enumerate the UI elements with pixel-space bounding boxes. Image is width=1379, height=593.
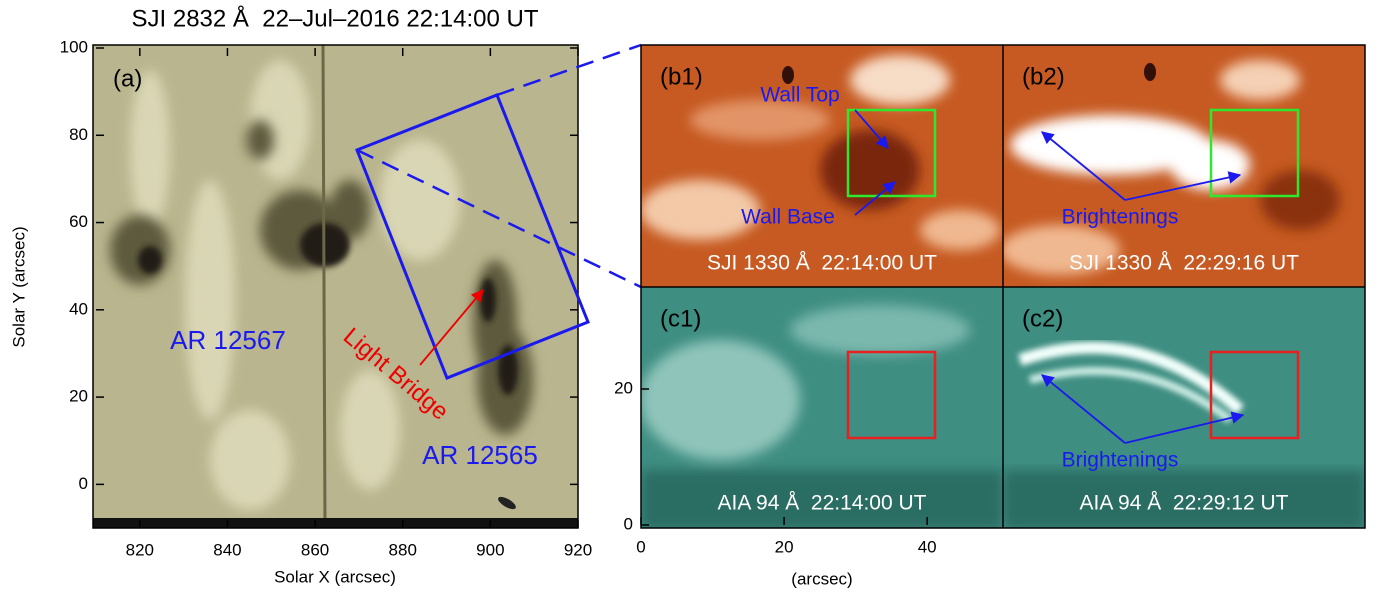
annotation: Wall Base [741, 206, 835, 229]
panel-label: (a) [113, 65, 142, 92]
zoom-line [496, 43, 642, 97]
region-label: AR 12565 [422, 440, 538, 470]
panel-frames [640, 44, 1366, 529]
zoom-box [355, 93, 590, 380]
x-tick-label: 880 [389, 540, 417, 559]
roi-boxes [846, 108, 1300, 440]
caption: AIA 94 Å 22:29:12 UT [1080, 492, 1289, 515]
panel-label: (b1) [660, 63, 703, 90]
panel-label: (c1) [660, 305, 701, 332]
y-tick-label: 80 [69, 125, 88, 144]
x-tick-label: 920 [564, 540, 592, 559]
y-tick-label: 0 [624, 514, 633, 533]
image-b2 [1003, 45, 1365, 287]
x-label: (arcsec) [791, 569, 852, 588]
y-tick-label: 20 [69, 387, 88, 406]
y-tick-label: 60 [69, 212, 88, 231]
panel-label: (b2) [1022, 63, 1065, 90]
image-b1 [641, 45, 1003, 287]
x-tick-label: 0 [636, 537, 645, 556]
y-tick-label: 100 [60, 37, 88, 56]
caption: SJI 1330 Å 22:29:16 UT [1069, 252, 1299, 275]
x-tick-label: 840 [213, 540, 241, 559]
y-label: Solar Y (arcsec) [9, 226, 28, 347]
frame-a [92, 44, 579, 529]
annotation: Brightenings [1062, 449, 1179, 472]
x-tick-label: 860 [301, 540, 329, 559]
x-tick-label: 820 [126, 540, 154, 559]
y-tick-label: 20 [614, 378, 633, 397]
panel-label: (c2) [1022, 305, 1063, 332]
caption: AIA 94 Å 22:14:00 UT [718, 492, 927, 515]
title: SJI 2832 Å 22–Jul–2016 22:14:00 UT [132, 4, 539, 32]
x-tick-label: 900 [476, 540, 504, 559]
x-label: Solar X (arcsec) [274, 567, 396, 586]
y-tick-label: 0 [79, 474, 88, 493]
image-c1 [641, 287, 1003, 528]
x-tick-label: 40 [918, 537, 937, 556]
image-c2 [1003, 287, 1365, 528]
region-label: AR 12567 [170, 325, 286, 355]
annotation: Wall Top [760, 84, 839, 107]
x-tick-label: 20 [775, 537, 794, 556]
caption: SJI 1330 Å 22:14:00 UT [707, 252, 937, 275]
arrow [419, 289, 484, 366]
arrows [854, 109, 1245, 444]
y-tick-label: 40 [69, 299, 88, 318]
zoom-line [356, 148, 642, 289]
annotation: Brightenings [1062, 206, 1179, 229]
image-a [93, 45, 578, 528]
